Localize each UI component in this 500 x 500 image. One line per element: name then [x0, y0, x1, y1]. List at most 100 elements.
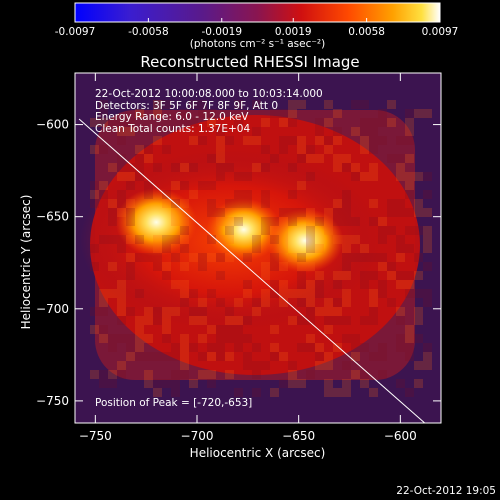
pixel: [117, 316, 126, 325]
pixel: [117, 370, 126, 379]
pixel: [387, 100, 396, 109]
pixel: [243, 289, 252, 298]
pixel: [117, 136, 126, 145]
pixel: [162, 379, 171, 388]
pixel: [216, 352, 225, 361]
pixel: [162, 100, 171, 109]
pixel: [360, 244, 369, 253]
pixel: [288, 208, 297, 217]
pixel: [162, 316, 171, 325]
pixel: [117, 235, 126, 244]
pixel: [270, 325, 279, 334]
pixel: [252, 235, 261, 244]
pixel: [423, 361, 432, 370]
pixel: [180, 262, 189, 271]
pixel: [261, 145, 270, 154]
pixel: [378, 280, 387, 289]
pixel: [171, 352, 180, 361]
pixel: [387, 154, 396, 163]
heatmap-plot: [75, 73, 441, 423]
pixel: [279, 379, 288, 388]
pixel: [198, 352, 207, 361]
pixel: [360, 172, 369, 181]
pixel: [315, 280, 324, 289]
pixel: [261, 163, 270, 172]
pixel: [126, 172, 135, 181]
pixel: [126, 271, 135, 280]
pixel: [288, 109, 297, 118]
pixel: [198, 253, 207, 262]
pixel: [396, 172, 405, 181]
pixel: [117, 127, 126, 136]
pixel: [108, 262, 117, 271]
pixel: [324, 352, 333, 361]
pixel: [234, 217, 243, 226]
pixel: [198, 262, 207, 271]
pixel: [99, 181, 108, 190]
pixel: [162, 334, 171, 343]
pixel: [378, 136, 387, 145]
pixel: [180, 289, 189, 298]
pixel: [342, 379, 351, 388]
pixel: [423, 190, 432, 199]
timestamp: 22-Oct-2012 19:05: [396, 485, 496, 497]
pixel: [279, 352, 288, 361]
pixel: [207, 253, 216, 262]
pixel: [261, 262, 270, 271]
pixel: [153, 163, 162, 172]
pixel: [288, 100, 297, 109]
pixel: [162, 244, 171, 253]
pixel: [333, 163, 342, 172]
pixel: [261, 217, 270, 226]
pixel: [333, 208, 342, 217]
pixel: [342, 262, 351, 271]
pixel: [387, 208, 396, 217]
pixel: [153, 307, 162, 316]
pixel: [144, 181, 153, 190]
pixel: [171, 163, 180, 172]
pixel: [396, 334, 405, 343]
pixel: [405, 388, 414, 397]
pixel: [198, 136, 207, 145]
pixel: [126, 181, 135, 190]
pixel: [414, 316, 423, 325]
pixel: [324, 307, 333, 316]
pixel: [360, 271, 369, 280]
pixel: [306, 370, 315, 379]
pixel: [351, 370, 360, 379]
pixel: [153, 262, 162, 271]
pixel: [396, 235, 405, 244]
pixel: [99, 379, 108, 388]
pixel: [351, 352, 360, 361]
pixel: [315, 289, 324, 298]
pixel: [243, 136, 252, 145]
pixel: [216, 325, 225, 334]
pixel: [405, 289, 414, 298]
pixel: [342, 298, 351, 307]
pixel: [189, 163, 198, 172]
pixel: [180, 118, 189, 127]
pixel: [198, 100, 207, 109]
pixel: [333, 271, 342, 280]
pixel: [306, 145, 315, 154]
pixel: [387, 226, 396, 235]
pixel: [171, 307, 180, 316]
pixel: [225, 325, 234, 334]
pixel: [342, 388, 351, 397]
pixel: [261, 298, 270, 307]
pixel: [135, 343, 144, 352]
pixel: [297, 280, 306, 289]
pixel: [198, 370, 207, 379]
pixel: [342, 235, 351, 244]
pixel: [90, 199, 99, 208]
pixel: [279, 289, 288, 298]
pixel: [117, 244, 126, 253]
pixel: [369, 199, 378, 208]
x-axis: −750 −700 −650 −600: [79, 73, 417, 443]
pixel: [324, 208, 333, 217]
pixel: [369, 217, 378, 226]
pixel: [315, 271, 324, 280]
pixel: [216, 208, 225, 217]
pixel: [297, 136, 306, 145]
pixel: [90, 244, 99, 253]
